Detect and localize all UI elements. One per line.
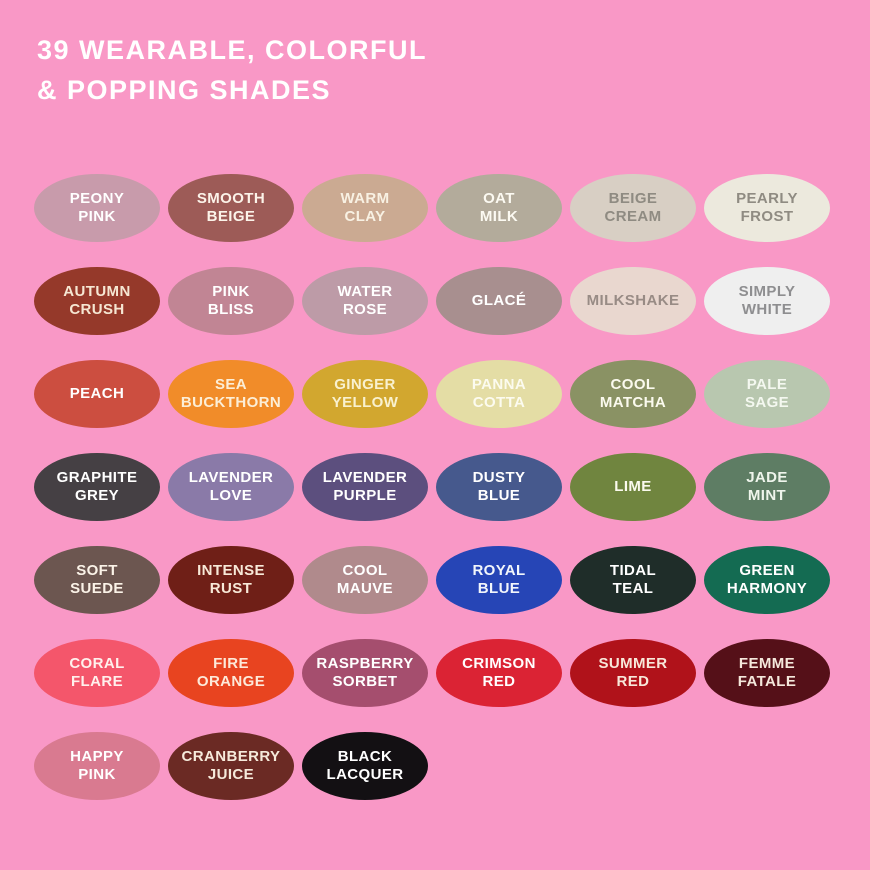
shade-swatch-lavender-purple: LAVENDER PURPLE	[302, 453, 428, 521]
shade-swatch-crimson-red: CRIMSON RED	[436, 639, 562, 707]
shade-swatch-beige-cream: BEIGE CREAM	[570, 174, 696, 242]
shade-swatch-oat-milk: OAT MILK	[436, 174, 562, 242]
shade-label: PEARLY FROST	[736, 190, 798, 225]
shade-swatch-cool-matcha: COOL MATCHA	[570, 360, 696, 428]
shade-swatch-summer-red: SUMMER RED	[570, 639, 696, 707]
shade-label: LIME	[614, 478, 652, 495]
shade-swatch-sea-buckthorn: SEA BUCKTHORN	[168, 360, 294, 428]
shade-swatch-peony-pink: PEONY PINK	[34, 174, 160, 242]
shade-label: PALE SAGE	[744, 376, 790, 411]
shade-swatch-pink-bliss: PINK BLISS	[168, 267, 294, 335]
shade-swatch-panna-cotta: PANNA COTTA	[436, 360, 562, 428]
shade-label: TIDAL TEAL	[609, 562, 657, 597]
shade-label: PANNA COTTA	[471, 376, 527, 411]
shade-label: COOL MAUVE	[336, 562, 394, 597]
shade-swatch-milkshake: MILKSHAKE	[570, 267, 696, 335]
shade-label: JADE MINT	[746, 469, 788, 504]
shade-swatch-soft-suede: SOFT SUEDE	[34, 546, 160, 614]
shade-label: SUMMER RED	[598, 655, 668, 690]
page-title: 39 WEARABLE, COLORFUL & POPPING SHADES	[37, 30, 427, 110]
shade-swatch-smooth-beige: SMOOTH BEIGE	[168, 174, 294, 242]
shade-label: CRIMSON RED	[462, 655, 536, 690]
shade-label: PEONY PINK	[69, 190, 125, 225]
shade-swatch-tidal-teal: TIDAL TEAL	[570, 546, 696, 614]
shade-label: OAT MILK	[479, 190, 519, 225]
shade-swatch-pearly-frost: PEARLY FROST	[704, 174, 830, 242]
shade-swatch-green-harmony: GREEN HARMONY	[704, 546, 830, 614]
shade-label: LAVENDER PURPLE	[322, 469, 408, 504]
shade-label: CRANBERRY JUICE	[181, 748, 281, 783]
shade-swatch-fire-orange: FIRE ORANGE	[168, 639, 294, 707]
shade-swatch-graphite-grey: GRAPHITE GREY	[34, 453, 160, 521]
shade-swatch-jade-mint: JADE MINT	[704, 453, 830, 521]
shade-swatch-lime: LIME	[570, 453, 696, 521]
shade-swatch-warm-clay: WARM CLAY	[302, 174, 428, 242]
shade-swatch-raspberry-sorbet: RASPBERRY SORBET	[302, 639, 428, 707]
shade-swatch-ginger-yellow: GINGER YELLOW	[302, 360, 428, 428]
shade-label: FEMME FATALE	[737, 655, 797, 690]
shade-label: AUTUMN CRUSH	[63, 283, 131, 318]
shade-swatch-pale-sage: PALE SAGE	[704, 360, 830, 428]
shade-swatch-black-lacquer: BLACK LACQUER	[302, 732, 428, 800]
shade-label: SIMPLY WHITE	[738, 283, 796, 318]
shade-label: SOFT SUEDE	[70, 562, 124, 597]
shade-label: WARM CLAY	[340, 190, 390, 225]
shade-label: GREEN HARMONY	[726, 562, 808, 597]
shade-label: RASPBERRY SORBET	[316, 655, 414, 690]
shade-label: FIRE ORANGE	[196, 655, 266, 690]
shade-label: PINK BLISS	[207, 283, 255, 318]
shade-label: ROYAL BLUE	[472, 562, 526, 597]
shade-label: BLACK LACQUER	[326, 748, 404, 783]
shade-swatch-glace: GLACÉ	[436, 267, 562, 335]
shade-grid: PEONY PINK SMOOTH BEIGE WARM CLAY OAT MILK B…	[34, 174, 830, 800]
shade-swatch-femme-fatale: FEMME FATALE	[704, 639, 830, 707]
shade-swatch-intense-rust: INTENSE RUST	[168, 546, 294, 614]
shade-label: INTENSE RUST	[197, 562, 265, 597]
shade-swatch-peach: PEACH	[34, 360, 160, 428]
shade-label: SMOOTH BEIGE	[196, 190, 266, 225]
shade-swatch-simply-white: SIMPLY WHITE	[704, 267, 830, 335]
shade-label: PEACH	[69, 385, 125, 402]
title-line-1: 39 WEARABLE, COLORFUL	[37, 35, 428, 65]
shade-swatch-cool-mauve: COOL MAUVE	[302, 546, 428, 614]
title-line-2: & POPPING SHADES	[37, 75, 332, 105]
shade-label: LAVENDER LOVE	[188, 469, 274, 504]
shade-label: BEIGE CREAM	[604, 190, 662, 225]
shade-label: GLACÉ	[471, 292, 527, 309]
shade-label: SEA BUCKTHORN	[180, 376, 282, 411]
shade-swatch-coral-flare: CORAL FLARE	[34, 639, 160, 707]
shade-swatch-water-rose: WATER ROSE	[302, 267, 428, 335]
shade-swatch-autumn-crush: AUTUMN CRUSH	[34, 267, 160, 335]
shade-swatch-royal-blue: ROYAL BLUE	[436, 546, 562, 614]
shade-label: MILKSHAKE	[586, 292, 680, 309]
shade-label: DUSTY BLUE	[472, 469, 526, 504]
shade-label: GRAPHITE GREY	[56, 469, 138, 504]
shade-swatch-happy-pink: HAPPY PINK	[34, 732, 160, 800]
shade-swatch-dusty-blue: DUSTY BLUE	[436, 453, 562, 521]
shade-label: CORAL FLARE	[69, 655, 125, 690]
shade-label: WATER ROSE	[337, 283, 393, 318]
shade-label: HAPPY PINK	[70, 748, 124, 783]
shade-swatch-cranberry-juice: CRANBERRY JUICE	[168, 732, 294, 800]
shade-label: GINGER YELLOW	[331, 376, 399, 411]
shade-label: COOL MATCHA	[599, 376, 667, 411]
shade-swatch-lavender-love: LAVENDER LOVE	[168, 453, 294, 521]
